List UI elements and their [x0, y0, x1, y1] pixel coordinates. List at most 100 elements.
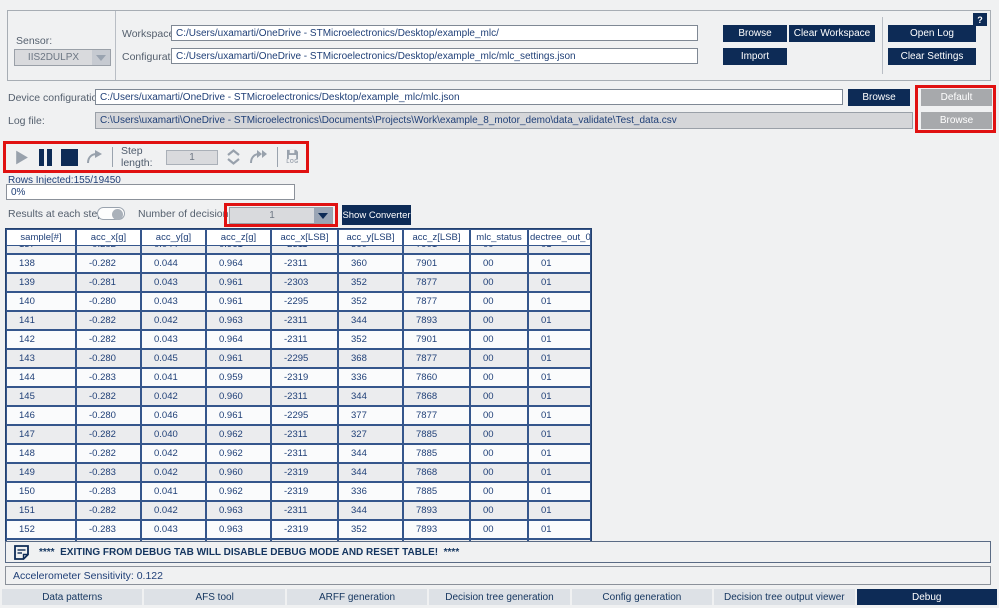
table-cell[interactable]: 7901	[403, 254, 470, 273]
table-cell[interactable]: 360	[338, 246, 403, 254]
run-to-end-icon[interactable]	[249, 149, 269, 165]
table-cell[interactable]: 7868	[403, 387, 470, 406]
table-cell[interactable]: 0.042	[141, 463, 206, 482]
table-cell[interactable]: -2311	[271, 539, 338, 541]
tab-decision-tree-output-viewer[interactable]: Decision tree output viewer	[714, 589, 855, 605]
table-cell[interactable]: 00	[470, 292, 528, 311]
table-cell[interactable]: 0.960	[206, 463, 271, 482]
table-cell[interactable]: 01	[528, 463, 591, 482]
tab-arff-generation[interactable]: ARFF generation	[286, 589, 428, 605]
table-cell[interactable]: 01	[528, 444, 591, 463]
table-cell[interactable]: 0.960	[206, 387, 271, 406]
table-cell[interactable]: -0.283	[76, 482, 141, 501]
table-cell[interactable]: 352	[338, 539, 403, 541]
table-cell[interactable]: 141	[6, 311, 76, 330]
table-cell[interactable]: -0.283	[76, 463, 141, 482]
table-cell[interactable]: 0.963	[206, 520, 271, 539]
table-cell[interactable]: 0.043	[141, 273, 206, 292]
tree-sets-dropdown[interactable]: 1	[229, 207, 333, 224]
table-cell[interactable]: 01	[528, 539, 591, 541]
table-cell[interactable]: 00	[470, 330, 528, 349]
configuration-input[interactable]	[171, 48, 698, 64]
table-cell[interactable]: 00	[470, 444, 528, 463]
table-cell[interactable]: 0.042	[141, 501, 206, 520]
table-header-cell[interactable]: acc_y[LSB]	[338, 229, 403, 246]
table-cell[interactable]: 0.044	[141, 246, 206, 254]
table-cell[interactable]: -0.282	[76, 311, 141, 330]
table-cell[interactable]: 01	[528, 368, 591, 387]
table-cell[interactable]: 00	[470, 520, 528, 539]
table-cell[interactable]: 0.041	[141, 368, 206, 387]
table-cell[interactable]: -0.282	[76, 330, 141, 349]
table-cell[interactable]: -2311	[271, 254, 338, 273]
table-header-cell[interactable]: acc_y[g]	[141, 229, 206, 246]
table-cell[interactable]: -0.283	[76, 520, 141, 539]
table-cell[interactable]: 0.963	[206, 501, 271, 520]
table-cell[interactable]: 138	[6, 254, 76, 273]
table-cell[interactable]: 0.961	[206, 273, 271, 292]
table-cell[interactable]: 00	[470, 425, 528, 444]
table-cell[interactable]: -2295	[271, 406, 338, 425]
table-cell[interactable]: 00	[470, 482, 528, 501]
table-cell[interactable]: 0.043	[141, 330, 206, 349]
clear-workspace-button[interactable]: Clear Workspace	[789, 25, 875, 42]
table-cell[interactable]: 0.964	[206, 330, 271, 349]
table-cell[interactable]: 0.961	[206, 246, 271, 254]
device-configuration-input[interactable]	[95, 89, 843, 105]
table-cell[interactable]: 377	[338, 406, 403, 425]
table-row[interactable]: 141 -0.282 0.042 0.963 -2311 344 7893 00…	[6, 311, 591, 330]
table-cell[interactable]: 7885	[403, 425, 470, 444]
table-cell[interactable]: 344	[338, 387, 403, 406]
table-cell[interactable]: 344	[338, 463, 403, 482]
tab-decision-tree-generation[interactable]: Decision tree generation	[429, 589, 570, 605]
table-cell[interactable]: 00	[470, 246, 528, 254]
table-cell[interactable]: 00	[470, 368, 528, 387]
table-cell[interactable]: 360	[338, 254, 403, 273]
table-cell[interactable]: 7901	[403, 246, 470, 254]
tab-afs-tool[interactable]: AFS tool	[144, 589, 285, 605]
table-header-cell[interactable]: acc_x[g]	[76, 229, 141, 246]
table-cell[interactable]: 143	[6, 349, 76, 368]
table-cell[interactable]: 352	[338, 330, 403, 349]
table-header-cell[interactable]: dectree_out_0	[528, 229, 591, 246]
table-cell[interactable]: 140	[6, 292, 76, 311]
table-row[interactable]: 153 -0.282 0.043 0.961 -2311 352 7877 00…	[6, 539, 591, 541]
table-cell[interactable]: 7877	[403, 292, 470, 311]
table-cell[interactable]: 146	[6, 406, 76, 425]
table-cell[interactable]: 01	[528, 330, 591, 349]
table-cell[interactable]: 7893	[403, 501, 470, 520]
table-cell[interactable]: 00	[470, 406, 528, 425]
table-cell[interactable]: 01	[528, 311, 591, 330]
table-row[interactable]: 137 -0.282 0.044 0.961 -2311 360 7901 00…	[6, 246, 591, 254]
table-cell[interactable]: 137	[6, 246, 76, 254]
table-cell[interactable]: -0.282	[76, 425, 141, 444]
table-cell[interactable]: 336	[338, 482, 403, 501]
table-cell[interactable]: 00	[470, 387, 528, 406]
table-cell[interactable]: -2319	[271, 463, 338, 482]
table-cell[interactable]: -0.282	[76, 539, 141, 541]
table-header-cell[interactable]: acc_z[LSB]	[403, 229, 470, 246]
table-cell[interactable]: 327	[338, 425, 403, 444]
table-cell[interactable]: 344	[338, 311, 403, 330]
table-cell[interactable]: 152	[6, 520, 76, 539]
table-cell[interactable]: -2311	[271, 246, 338, 254]
table-cell[interactable]: 0.042	[141, 444, 206, 463]
table-cell[interactable]: 7901	[403, 330, 470, 349]
table-cell[interactable]: -2295	[271, 292, 338, 311]
table-row[interactable]: 139 -0.281 0.043 0.961 -2303 352 7877 00…	[6, 273, 591, 292]
table-cell[interactable]: -0.282	[76, 246, 141, 254]
table-cell[interactable]: 01	[528, 482, 591, 501]
stop-icon[interactable]	[61, 148, 78, 166]
table-cell[interactable]: 139	[6, 273, 76, 292]
table-row[interactable]: 138 -0.282 0.044 0.964 -2311 360 7901 00…	[6, 254, 591, 273]
table-cell[interactable]: -0.282	[76, 387, 141, 406]
open-log-button[interactable]: Open Log	[888, 25, 976, 42]
browse-device-config-button[interactable]: Browse	[848, 89, 910, 106]
table-cell[interactable]: 0.962	[206, 444, 271, 463]
browse-workspace-button[interactable]: Browse	[723, 25, 787, 42]
table-cell[interactable]: 352	[338, 292, 403, 311]
table-cell[interactable]: 01	[528, 425, 591, 444]
table-cell[interactable]: 149	[6, 463, 76, 482]
table-cell[interactable]: 01	[528, 273, 591, 292]
table-cell[interactable]: 7877	[403, 406, 470, 425]
